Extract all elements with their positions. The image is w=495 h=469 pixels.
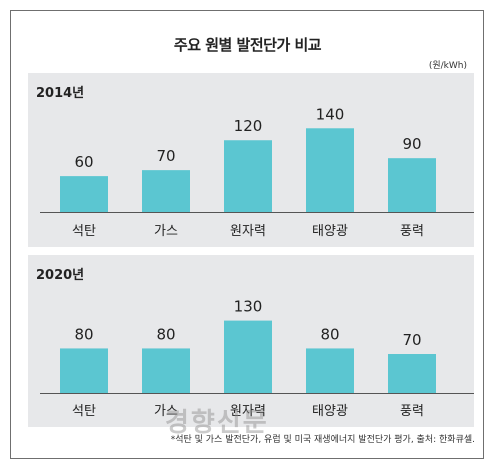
panel-year-label: 2020년: [36, 268, 85, 283]
bar: [60, 176, 108, 212]
panel-2014: 2014년 60 석탄 70 가스 120 원자력 140 태양광 90 풍력: [28, 73, 474, 247]
bar: [306, 348, 354, 393]
unit-label: (원/kWh): [428, 61, 467, 71]
category-label: 석탄: [72, 224, 96, 239]
bar-value-label: 80: [74, 325, 93, 343]
chart-title: 주요 원별 발전단가 비교: [173, 36, 322, 54]
bar-value-label: 140: [316, 105, 345, 123]
bar: [224, 320, 272, 393]
bar-chart-2014: 60 석탄 70 가스 120 원자력 140 태양광 90 풍력: [40, 105, 474, 239]
bar: [60, 348, 108, 393]
footnote: *석탄 및 가스 발전단가, 유럽 및 미국 재생에너지 발전단가 평가, 출처…: [170, 435, 475, 445]
bar-value-label: 60: [74, 153, 93, 171]
category-label: 태양광: [312, 224, 348, 239]
bar-value-label: 70: [402, 331, 421, 349]
bar-value-label: 120: [234, 117, 263, 135]
bar: [142, 170, 190, 212]
bar: [306, 128, 354, 212]
bar: [388, 354, 436, 393]
panel-2020: 2020년 80 석탄 80 가스 130 원자력 80 태양광 70 풍력: [28, 255, 474, 427]
bar-value-label: 130: [234, 298, 263, 316]
bar: [388, 158, 436, 212]
category-label: 원자력: [230, 404, 266, 419]
bar: [224, 140, 272, 212]
bar-value-label: 80: [320, 325, 339, 343]
category-label: 가스: [154, 224, 178, 239]
bar: [142, 348, 190, 393]
bar-chart-2020: 80 석탄 80 가스 130 원자력 80 태양광 70 풍력: [40, 298, 474, 419]
category-label: 원자력: [230, 224, 266, 239]
bar-value-label: 90: [402, 135, 421, 153]
category-label: 석탄: [72, 404, 96, 419]
category-label: 풍력: [400, 404, 424, 419]
bar-value-label: 70: [156, 147, 175, 165]
category-label: 가스: [154, 404, 178, 419]
category-label: 태양광: [312, 404, 348, 419]
panel-year-label: 2014년: [36, 86, 85, 101]
bar-value-label: 80: [156, 325, 175, 343]
newspaper-watermark: 경향신문: [165, 408, 269, 438]
category-label: 풍력: [400, 224, 424, 239]
